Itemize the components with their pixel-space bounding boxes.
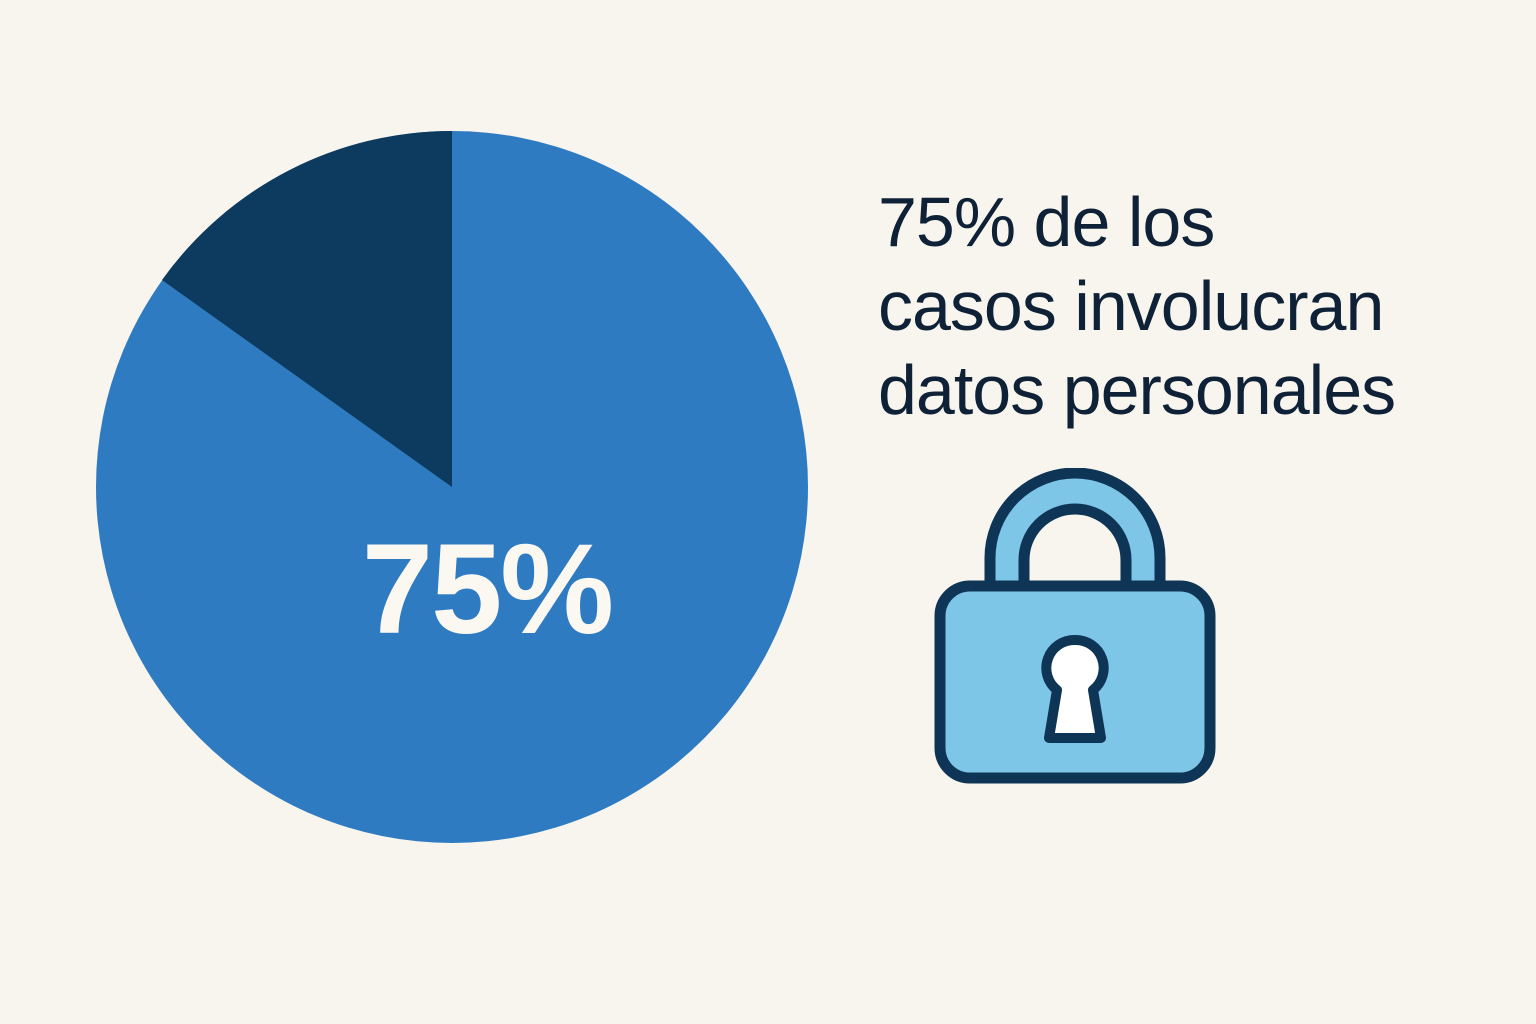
pie-center-label: 75% [361, 518, 614, 661]
pie-slice-dark [162, 130, 452, 487]
lock-icon [934, 468, 1216, 784]
headline-line-1: 75% de los [878, 183, 1215, 261]
headline-line-3: datos personales [878, 351, 1396, 429]
headline: 75% de los casos involucran datos person… [878, 180, 1498, 432]
pie-chart [96, 130, 808, 843]
headline-line-2: casos involucran [878, 267, 1384, 345]
